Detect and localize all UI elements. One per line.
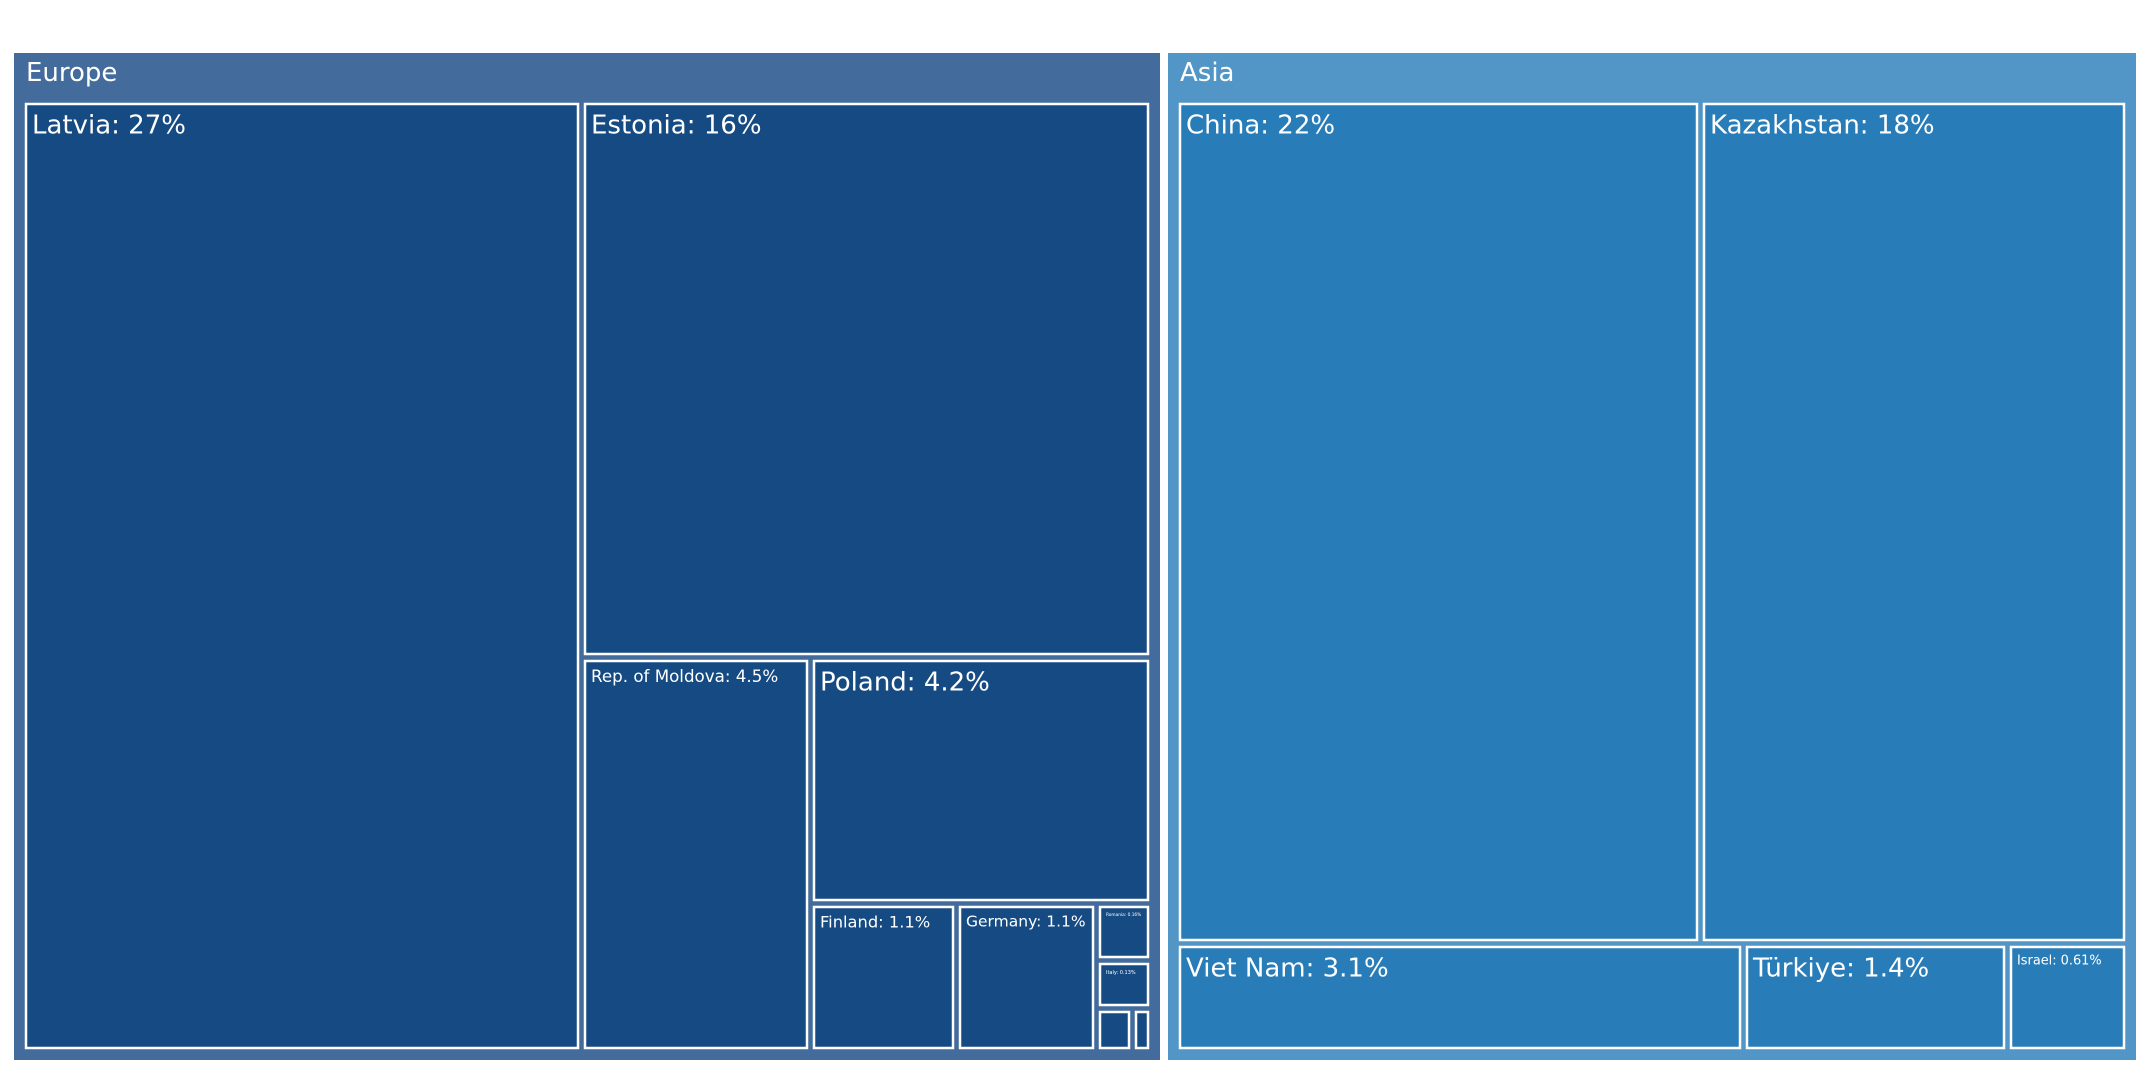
- leaf-rect-turkiye[interactable]: [1745, 945, 2006, 1050]
- leaf-viet-nam: Viet Nam: 3.1%: [1178, 945, 1742, 1050]
- leaf-rect-viet-nam[interactable]: [1178, 945, 1742, 1050]
- leaf-label-finland: Finland: 1.1%: [820, 912, 930, 931]
- leaf-rect-kazakhstan[interactable]: [1702, 102, 2126, 942]
- leaf-kazakhstan: Kazakhstan: 18%: [1702, 102, 2126, 942]
- leaf-rect-china[interactable]: [1178, 102, 1699, 942]
- leaf-rect-latvia[interactable]: [24, 102, 580, 1050]
- leaf-turkiye: Türkiye: 1.4%: [1745, 945, 2006, 1050]
- group-europe: Europe Latvia: 27% Estonia: 16% Rep. of Mol…: [14, 53, 1160, 1060]
- leaf-finland: Finland: 1.1%: [812, 905, 955, 1050]
- treemap-groups: Europe Latvia: 27% Estonia: 16% Rep. of Mol…: [14, 53, 2136, 1060]
- leaf-poland: Poland: 4.2%: [812, 659, 1150, 902]
- leaf-label-china: China: 22%: [1186, 111, 1335, 141]
- leaf-rect-italy[interactable]: [1098, 962, 1150, 1007]
- leaf-label-italy: Italy: 0.13%: [1106, 970, 1136, 976]
- leaf-unlabeled-2: [1134, 1010, 1150, 1050]
- leaf-rect-israel[interactable]: [2009, 945, 2126, 1050]
- leaf-label-kazakhstan: Kazakhstan: 18%: [1710, 111, 1935, 141]
- leaf-label-rep-of-moldova: Rep. of Moldova: 4.5%: [591, 666, 778, 686]
- leaf-estonia: Estonia: 16%: [583, 102, 1150, 656]
- leaf-label-turkiye: Türkiye: 1.4%: [1752, 954, 1929, 984]
- group-label-asia: Asia: [1180, 58, 1235, 88]
- leaf-label-romania: Romania: 0.16%: [1106, 912, 1141, 918]
- leaf-rect-rep-of-moldova[interactable]: [583, 659, 809, 1050]
- leaf-italy: Italy: 0.13%: [1098, 962, 1150, 1007]
- group-asia: Asia China: 22% Kazakhstan: 18% Viet Nam: 3…: [1168, 53, 2136, 1060]
- leaf-romania: Romania: 0.16%: [1098, 905, 1150, 959]
- leaf-label-israel: Israel: 0.61%: [2017, 953, 2102, 968]
- leaf-rect-unlabeled-1[interactable]: [1098, 1010, 1131, 1050]
- leaf-china: China: 22%: [1178, 102, 1699, 942]
- leaf-rect-finland[interactable]: [812, 905, 955, 1050]
- leaf-rect-unlabeled-2[interactable]: [1134, 1010, 1150, 1050]
- leaf-label-latvia: Latvia: 27%: [32, 111, 186, 141]
- leaf-germany: Germany: 1.1%: [958, 905, 1095, 1050]
- leaf-latvia: Latvia: 27%: [24, 102, 580, 1050]
- leaf-rect-poland[interactable]: [812, 659, 1150, 902]
- leaf-rect-estonia[interactable]: [583, 102, 1150, 656]
- leaf-rect-romania[interactable]: [1098, 905, 1150, 959]
- leaf-rect-germany[interactable]: [958, 905, 1095, 1050]
- group-label-europe: Europe: [26, 58, 117, 88]
- leaf-label-viet-nam: Viet Nam: 3.1%: [1186, 954, 1389, 984]
- leaf-unlabeled-1: [1098, 1010, 1131, 1050]
- leaf-rep-of-moldova: Rep. of Moldova: 4.5%: [583, 659, 809, 1050]
- leaf-label-estonia: Estonia: 16%: [591, 111, 762, 141]
- leaf-israel: Israel: 0.61%: [2009, 945, 2126, 1050]
- leaf-label-poland: Poland: 4.2%: [820, 668, 990, 698]
- leaf-label-germany: Germany: 1.1%: [966, 913, 1086, 931]
